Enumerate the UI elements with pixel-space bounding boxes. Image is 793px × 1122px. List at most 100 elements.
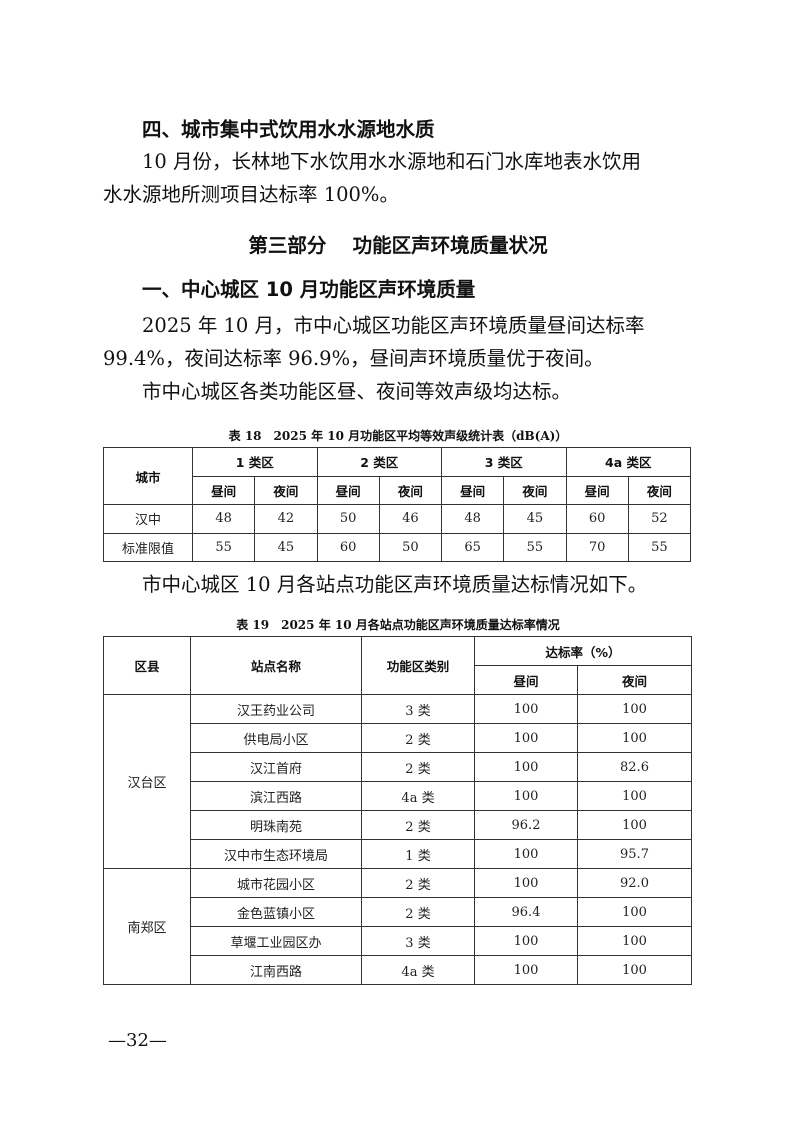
- district-cell: 南郑区: [103, 868, 191, 985]
- station-cell: 汉江首府: [190, 752, 362, 782]
- zone-cell: 2 类: [361, 723, 475, 753]
- header-day: 昼间: [474, 665, 578, 695]
- value-cell: 55: [191, 532, 256, 562]
- row-label: 标准限值: [103, 532, 193, 562]
- night-rate-cell: 100: [577, 897, 692, 927]
- value-cell: 45: [254, 532, 318, 562]
- zone-cell: 2 类: [361, 868, 475, 898]
- header-night: 夜间: [503, 475, 567, 505]
- value-cell: 42: [254, 504, 318, 534]
- value-cell: 60: [565, 504, 629, 534]
- header-night: 夜间: [378, 475, 443, 505]
- header-zone: 3 类区: [441, 447, 567, 477]
- zone-cell: 3 类: [361, 926, 475, 956]
- section-heading: 四、城市集中式饮用水水源地水质: [142, 118, 435, 141]
- value-cell: 50: [316, 504, 380, 534]
- header-zone: 1 类区: [192, 447, 318, 477]
- night-rate-cell: 92.0: [577, 868, 692, 898]
- header-night: 夜间: [627, 475, 692, 505]
- day-rate-cell: 100: [474, 752, 578, 782]
- day-rate-cell: 100: [474, 868, 578, 898]
- value-cell: 48: [191, 504, 256, 534]
- table-row: 标准限值 55 45 60 50 65 55 70 55: [103, 532, 692, 562]
- day-rate-cell: 100: [474, 781, 578, 811]
- station-cell: 汉王药业公司: [190, 694, 362, 724]
- table18: 城市 1 类区 2 类区 3 类区 4a 类区 昼间 夜间 昼间 夜间 昼间 夜…: [103, 447, 692, 562]
- day-rate-cell: 96.2: [474, 810, 578, 840]
- value-cell: 55: [503, 532, 567, 562]
- header-station: 站点名称: [190, 636, 362, 695]
- table19-caption: 表 19 2025 年 10 月各站点功能区声环境质量达标率情况: [236, 618, 560, 632]
- paragraph-line: 10 月份，长林地下水饮用水水源地和石门水库地表水饮用: [142, 150, 642, 173]
- day-rate-cell: 100: [474, 839, 578, 869]
- night-rate-cell: 100: [577, 694, 692, 724]
- day-rate-cell: 100: [474, 955, 578, 985]
- paragraph-line: 99.4%，夜间达标率 96.9%，昼间声环境质量优于夜间。: [103, 347, 604, 370]
- table-row: 江南西路 4a 类 100 100: [104, 955, 692, 985]
- value-cell: 48: [440, 504, 505, 534]
- value-cell: 45: [503, 504, 567, 534]
- station-cell: 草堰工业园区办: [190, 926, 362, 956]
- value-cell: 65: [440, 532, 505, 562]
- part-title: 第三部分 功能区声环境质量状况: [248, 234, 548, 257]
- station-cell: 明珠南苑: [190, 810, 362, 840]
- header-day: 昼间: [191, 475, 256, 505]
- value-cell: 46: [378, 504, 443, 534]
- station-cell: 供电局小区: [190, 723, 362, 753]
- station-cell: 江南西路: [190, 955, 362, 985]
- value-cell: 60: [316, 532, 380, 562]
- night-rate-cell: 100: [577, 781, 692, 811]
- row-label: 汉中: [103, 504, 193, 534]
- zone-cell: 2 类: [361, 752, 475, 782]
- zone-cell: 4a 类: [361, 781, 475, 811]
- night-rate-cell: 100: [577, 723, 692, 753]
- table-row: 南郑区 城市花园小区 2 类 100 92.0: [103, 868, 692, 985]
- header-night: 夜间: [577, 665, 692, 695]
- night-rate-cell: 100: [577, 955, 692, 985]
- day-rate-cell: 100: [474, 723, 578, 753]
- value-cell: 52: [627, 504, 692, 534]
- table-row: 汉中 48 42 50 46 48 45 60 52: [103, 504, 692, 534]
- paragraph-line: 水水源地所测项目达标率 100%。: [103, 183, 399, 206]
- header-district: 区县: [103, 636, 191, 695]
- day-rate-cell: 100: [474, 926, 578, 956]
- day-rate-cell: 96.4: [474, 897, 578, 927]
- section-heading: 一、中心城区 10 月功能区声环境质量: [142, 278, 476, 301]
- table18-caption: 表 18 2025 年 10 月功能区平均等效声级统计表（dB(A)）: [228, 429, 568, 443]
- zone-cell: 3 类: [361, 694, 475, 724]
- station-cell: 城市花园小区: [190, 868, 362, 898]
- station-cell: 汉中市生态环境局: [190, 839, 362, 869]
- zone-cell: 4a 类: [361, 955, 475, 985]
- zone-cell: 2 类: [361, 810, 475, 840]
- zone-cell: 2 类: [361, 897, 475, 927]
- night-rate-cell: 100: [577, 810, 692, 840]
- value-cell: 70: [565, 532, 629, 562]
- night-rate-cell: 95.7: [577, 839, 692, 869]
- table-row: 草堰工业园区办 3 类 100 100: [104, 926, 692, 956]
- table-row: 供电局小区 2 类 100 100: [104, 723, 692, 753]
- header-zone: 2 类区: [316, 447, 442, 477]
- header-day: 昼间: [440, 475, 505, 505]
- station-cell: 金色蓝镇小区: [190, 897, 362, 927]
- table-row: 汉江首府 2 类 100 82.6: [104, 752, 692, 782]
- paragraph-line: 2025 年 10 月，市中心城区功能区声环境质量昼间达标率: [142, 314, 645, 337]
- page-number: —32—: [108, 1030, 167, 1051]
- table-row: 汉台区 汉王药业公司 3 类 100 100: [103, 694, 692, 869]
- header-night: 夜间: [254, 475, 318, 505]
- header-day: 昼间: [565, 475, 629, 505]
- table-row: 汉中市生态环境局 1 类 100 95.7: [104, 839, 692, 869]
- night-rate-cell: 100: [577, 926, 692, 956]
- station-cell: 滨江西路: [190, 781, 362, 811]
- table-row: 滨江西路 4a 类 100 100: [104, 781, 692, 811]
- paragraph-line: 市中心城区各类功能区昼、夜间等效声级均达标。: [142, 380, 572, 403]
- header-zone: 4a 类区: [565, 447, 691, 477]
- zone-cell: 1 类: [361, 839, 475, 869]
- district-cell: 汉台区: [103, 694, 191, 869]
- table-row: 明珠南苑 2 类 96.2 100: [104, 810, 692, 840]
- paragraph-line: 市中心城区 10 月各站点功能区声环境质量达标情况如下。: [142, 573, 648, 596]
- header-city: 城市: [103, 447, 193, 505]
- header-day: 昼间: [316, 475, 380, 505]
- value-cell: 50: [378, 532, 443, 562]
- header-zone: 功能区类别: [361, 636, 475, 695]
